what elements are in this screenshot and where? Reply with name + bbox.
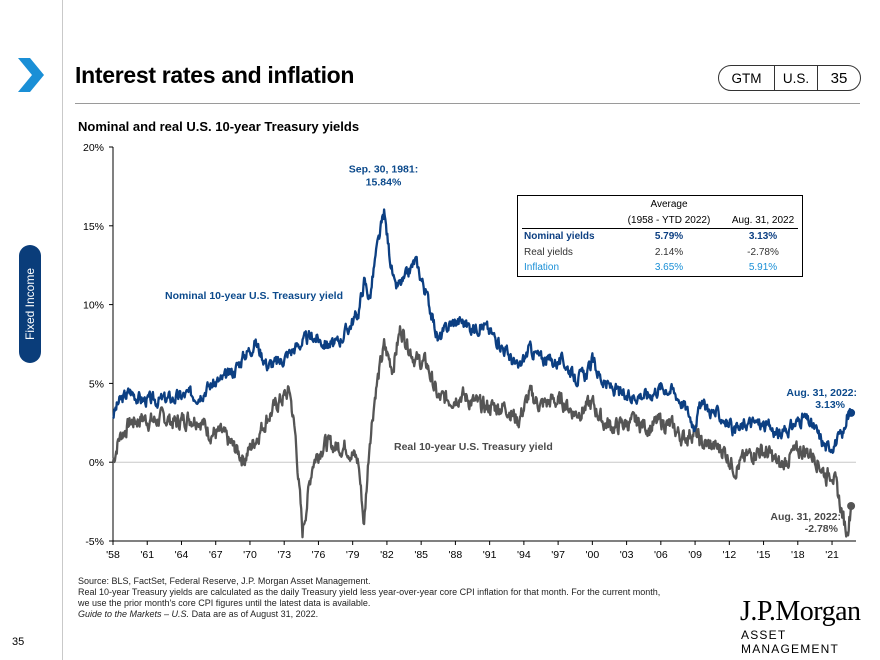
table-cell: 3.13%: [748, 231, 778, 242]
y-tick-label: 10%: [83, 300, 104, 312]
x-tick-label: '03: [620, 549, 634, 561]
chevron-right-icon: [18, 58, 44, 92]
x-tick-label: '94: [517, 549, 531, 561]
real-end-marker: [847, 502, 856, 511]
peak-label-value: 15.84%: [366, 177, 402, 189]
real-yield-line: [111, 325, 853, 539]
table-row-label: Real yields: [524, 247, 573, 258]
table-row-label: Nominal yields: [524, 231, 595, 242]
nominal-yield-line: [112, 208, 852, 454]
x-tick-label: '76: [312, 549, 326, 561]
x-tick-label: '67: [209, 549, 223, 561]
footnote-method: Real 10-year Treasury yields are calcula…: [78, 587, 661, 597]
table-col-average: (1958 - YTD 2022): [627, 215, 711, 226]
x-tick-label: '85: [414, 549, 428, 561]
x-tick-label: '70: [243, 549, 257, 561]
badge-page: 35: [817, 65, 861, 91]
page-number: 35: [12, 636, 25, 648]
y-tick-label: -5%: [85, 536, 104, 548]
footnotes: Source: BLS, FactSet, Federal Reserve, J…: [78, 576, 728, 620]
real-end-label-value: -2.78%: [805, 523, 839, 535]
peak-label-date: Sep. 30, 1981:: [349, 164, 418, 176]
x-tick-label: '06: [654, 549, 668, 561]
table-col-current: Aug. 31, 2022: [731, 215, 795, 226]
table-cell: 2.14%: [654, 247, 684, 258]
footnote-date: Guide to the Markets – U.S. Data are as …: [78, 609, 728, 620]
footnote-method-cont: we use the prior month's core CPI figure…: [78, 598, 371, 608]
table-header-average: Average: [650, 199, 688, 210]
real-end-label-date: Aug. 31, 2022:: [770, 511, 841, 523]
x-tick-label: '82: [380, 549, 394, 561]
nominal-end-label-value: 3.13%: [815, 399, 845, 411]
table-row-label: Inflation: [524, 262, 560, 273]
y-tick-label: 0%: [89, 457, 104, 469]
x-tick-label: '58: [106, 549, 120, 561]
x-tick-label: '61: [140, 549, 154, 561]
x-tick-label: '12: [722, 549, 736, 561]
table-cell: -2.78%: [747, 247, 779, 258]
x-tick-label: '79: [346, 549, 360, 561]
x-tick-label: '88: [449, 549, 463, 561]
table-cell: 5.91%: [748, 262, 778, 273]
average-table: Average (1958 - YTD 2022) Aug. 31, 2022 …: [517, 195, 803, 277]
x-tick-label: '21: [825, 549, 839, 561]
logo-jpmorgan: J.P.Morgan: [740, 596, 861, 627]
x-tick-label: '00: [586, 549, 600, 561]
logo-asset-management: ASSET MANAGEMENT: [741, 628, 840, 656]
x-tick-label: '09: [688, 549, 702, 561]
x-tick-label: '73: [277, 549, 291, 561]
title-divider: [75, 103, 860, 104]
table-rule: [522, 228, 798, 229]
table-cell: 5.79%: [654, 231, 684, 242]
footnote-guide-title: Guide to the Markets – U.S.: [78, 609, 190, 619]
chart-title: Nominal and real U.S. 10-year Treasury y…: [78, 119, 360, 134]
footnote-source: Source: BLS, FactSet, Federal Reserve, J…: [78, 576, 371, 586]
nominal-end-label-date: Aug. 31, 2022:: [786, 387, 857, 399]
left-divider: [62, 0, 63, 660]
y-tick-label: 5%: [89, 378, 104, 390]
nominal-series-label: Nominal 10-year U.S. Treasury yield: [165, 290, 343, 302]
real-series-label: Real 10-year U.S. Treasury yield: [394, 441, 553, 453]
nominal-end-marker: [847, 408, 856, 417]
table-cell: 3.65%: [654, 262, 684, 273]
footnote-asof: Data are as of August 31, 2022.: [189, 609, 319, 619]
page-title: Interest rates and inflation: [75, 62, 355, 88]
x-tick-label: '18: [791, 549, 805, 561]
x-tick-label: '91: [483, 549, 497, 561]
x-tick-label: '15: [757, 549, 771, 561]
x-tick-label: '64: [175, 549, 189, 561]
x-tick-label: '97: [551, 549, 565, 561]
y-tick-label: 20%: [83, 142, 104, 154]
section-tab-fixed-income[interactable]: Fixed Income: [19, 245, 41, 363]
y-tick-label: 15%: [83, 221, 104, 233]
